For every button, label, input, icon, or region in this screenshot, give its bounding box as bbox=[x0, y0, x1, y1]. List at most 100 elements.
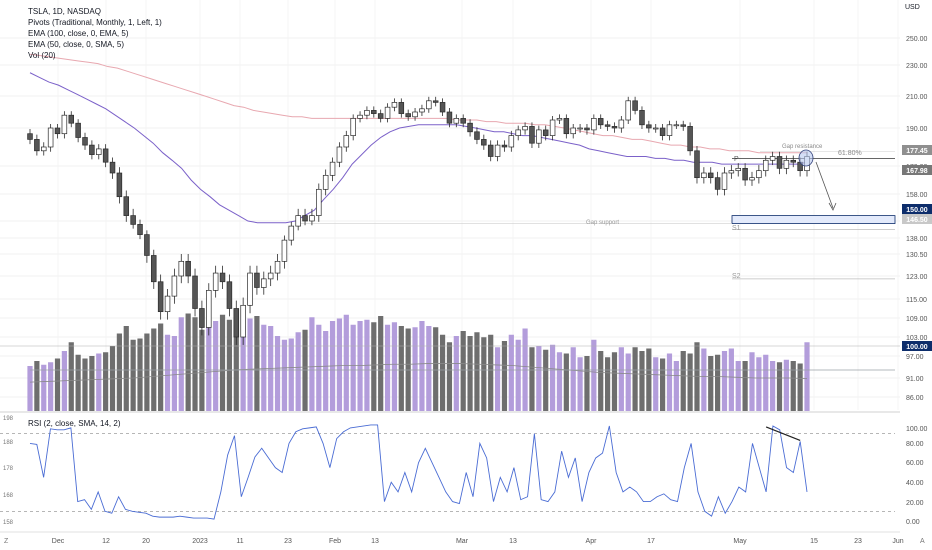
gap-support-label: Gap support bbox=[586, 220, 619, 226]
candle-body bbox=[226, 281, 233, 309]
volume-bar bbox=[604, 357, 611, 411]
candle-body bbox=[34, 139, 40, 152]
legend-ema100[interactable]: EMA (100, close, 0, EMA, 5) bbox=[28, 29, 129, 38]
volume-bar bbox=[281, 339, 288, 411]
volume-bar bbox=[721, 351, 728, 411]
price-tick-label: 123.00 bbox=[906, 274, 928, 281]
pivot-p-label: P bbox=[734, 156, 739, 163]
candle-body bbox=[522, 126, 528, 131]
x-tick-label: May bbox=[733, 538, 747, 545]
volume-bar bbox=[226, 319, 233, 411]
candle-body bbox=[405, 113, 411, 118]
volume-bar bbox=[549, 344, 556, 411]
candle-body bbox=[288, 225, 295, 241]
candle-body bbox=[192, 275, 198, 309]
volume-bar bbox=[68, 342, 74, 411]
x-tick-label: 13 bbox=[509, 538, 517, 545]
volume-bar bbox=[254, 316, 260, 411]
candle-body bbox=[756, 170, 762, 179]
candle-body bbox=[707, 172, 714, 179]
volume-bar bbox=[316, 324, 322, 411]
candle-body bbox=[501, 144, 508, 148]
volume-bar bbox=[323, 331, 329, 411]
legend-pivots[interactable]: Pivots (Traditional, Monthly, 1, Left, 1… bbox=[28, 18, 162, 27]
candle-body bbox=[467, 122, 473, 133]
candle-body bbox=[206, 290, 212, 328]
volume-bar bbox=[776, 362, 783, 411]
candle-body bbox=[309, 215, 315, 222]
volume-bar bbox=[639, 351, 645, 411]
volume-bar bbox=[103, 352, 109, 411]
candle-body bbox=[240, 304, 246, 338]
volume-bar bbox=[570, 347, 576, 411]
volume-bars bbox=[27, 313, 810, 411]
legend-symbol[interactable]: TSLA, 1D, NASDAQ bbox=[28, 7, 101, 16]
candle-body bbox=[75, 122, 81, 138]
candle-body bbox=[790, 159, 796, 163]
price-tick-label: 115.00 bbox=[906, 297, 927, 304]
candle-body bbox=[144, 234, 150, 256]
candle-body bbox=[357, 114, 363, 119]
volume-bar bbox=[474, 332, 480, 411]
candle-body bbox=[487, 144, 494, 157]
pivot-s2-label: S2 bbox=[732, 273, 741, 280]
volume-bar bbox=[116, 333, 122, 411]
candle-body bbox=[563, 118, 570, 135]
ema-lines bbox=[29, 53, 808, 224]
price-label-box bbox=[902, 214, 932, 224]
volume-bar bbox=[467, 336, 473, 411]
chart-legend: TSLA, 1D, NASDAQ Pivots (Traditional, Mo… bbox=[28, 6, 162, 61]
volume-bar bbox=[219, 314, 226, 411]
volume-bar bbox=[508, 334, 514, 411]
candle-body bbox=[666, 124, 673, 136]
candle-body bbox=[295, 215, 301, 227]
volume-bar bbox=[274, 336, 281, 411]
legend-vol[interactable]: Vol (20) bbox=[28, 51, 56, 60]
volume-bar bbox=[488, 334, 494, 411]
rsi-left-tick: 178 bbox=[3, 466, 14, 472]
volume-bar bbox=[577, 357, 583, 411]
zoom-icon: Z bbox=[4, 538, 9, 545]
candle-body bbox=[350, 118, 356, 136]
candle-body bbox=[151, 255, 157, 283]
volume-bar bbox=[75, 354, 81, 411]
gap-support-zone bbox=[731, 215, 896, 224]
candle-body bbox=[130, 215, 136, 225]
rsi-tick-label: 80.00 bbox=[906, 441, 924, 448]
x-tick-label: 11 bbox=[236, 538, 243, 545]
ema50-line bbox=[29, 72, 808, 224]
price-tick-label: 138.00 bbox=[906, 236, 928, 243]
volume-bar bbox=[206, 319, 212, 411]
candle-body bbox=[398, 102, 405, 114]
candle-body bbox=[157, 281, 164, 313]
candle-body bbox=[82, 137, 88, 146]
candle-body bbox=[673, 124, 680, 127]
volume-bar bbox=[660, 358, 666, 411]
volume-bar bbox=[371, 322, 377, 411]
volume-bar bbox=[653, 357, 659, 411]
candle-body bbox=[742, 167, 748, 181]
volume-bar bbox=[515, 339, 521, 411]
rsi-legend[interactable]: RSI (2, close, SMA, 14, 2) bbox=[28, 419, 121, 428]
rsi-tick-label: 40.00 bbox=[906, 480, 924, 487]
volume-bar bbox=[680, 351, 686, 411]
volume-bar bbox=[708, 356, 714, 411]
candle-body bbox=[96, 148, 102, 155]
candle-body bbox=[549, 119, 556, 136]
legend-ema50[interactable]: EMA (50, close, 0, SMA, 5) bbox=[28, 40, 125, 49]
volume-bar bbox=[48, 362, 54, 411]
candle-body bbox=[529, 126, 535, 144]
volume-bar bbox=[185, 313, 191, 411]
x-tick-label: 23 bbox=[284, 538, 292, 545]
candle-body bbox=[61, 114, 68, 135]
candle-body bbox=[371, 110, 377, 114]
price-tick-label: 130.50 bbox=[906, 252, 928, 259]
volume-bar bbox=[357, 321, 363, 411]
candle-body bbox=[212, 272, 219, 291]
volume-bar bbox=[481, 337, 487, 411]
volume-bar bbox=[336, 318, 343, 411]
candle-body bbox=[735, 167, 741, 172]
volume-bar bbox=[556, 352, 563, 411]
candle-body bbox=[54, 127, 61, 135]
candle-body bbox=[577, 127, 583, 130]
